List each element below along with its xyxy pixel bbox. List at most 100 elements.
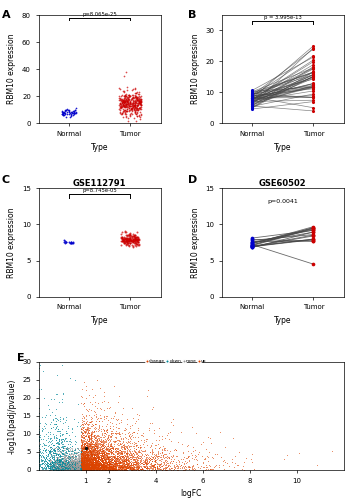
Point bbox=[80, 460, 85, 468]
Point bbox=[90, 456, 95, 464]
Point bbox=[108, 448, 114, 456]
Point bbox=[63, 448, 68, 456]
Point bbox=[88, 460, 93, 468]
Point bbox=[84, 460, 89, 468]
Point bbox=[120, 234, 126, 242]
Point bbox=[75, 466, 81, 473]
Point bbox=[124, 236, 130, 244]
Point bbox=[90, 462, 95, 470]
Point bbox=[78, 460, 84, 468]
Point bbox=[93, 446, 98, 454]
Point bbox=[107, 457, 112, 465]
Point bbox=[66, 463, 72, 471]
Point bbox=[81, 465, 87, 473]
Point bbox=[311, 107, 316, 115]
Point bbox=[121, 458, 127, 466]
Point bbox=[165, 460, 171, 468]
Point bbox=[72, 464, 78, 472]
Point bbox=[133, 110, 139, 118]
Point bbox=[89, 450, 94, 458]
Point bbox=[72, 449, 78, 457]
Point bbox=[81, 448, 87, 456]
Point bbox=[118, 102, 124, 110]
Point bbox=[71, 460, 77, 468]
Point bbox=[118, 450, 124, 458]
Point bbox=[56, 398, 62, 406]
Point bbox=[185, 463, 191, 471]
Point bbox=[97, 456, 102, 464]
Point bbox=[123, 94, 129, 102]
Point bbox=[93, 462, 99, 470]
Point bbox=[50, 455, 55, 463]
Point bbox=[124, 98, 129, 106]
X-axis label: logFC: logFC bbox=[181, 489, 202, 498]
Point bbox=[67, 452, 73, 460]
Point bbox=[104, 453, 110, 461]
Point bbox=[111, 464, 116, 472]
Point bbox=[118, 458, 124, 466]
Point bbox=[61, 460, 66, 468]
Point bbox=[71, 452, 76, 460]
Point bbox=[76, 464, 82, 472]
Point bbox=[63, 238, 69, 246]
Point bbox=[311, 65, 316, 73]
Point bbox=[51, 456, 57, 464]
Point bbox=[74, 462, 80, 470]
Point bbox=[89, 462, 94, 470]
Point bbox=[92, 466, 97, 473]
Point bbox=[45, 462, 50, 470]
Point bbox=[89, 463, 94, 471]
Point bbox=[114, 436, 120, 444]
Point bbox=[87, 446, 93, 454]
Point bbox=[78, 465, 84, 473]
Point bbox=[103, 460, 108, 468]
Point bbox=[124, 238, 130, 246]
Point bbox=[59, 464, 65, 472]
Point bbox=[81, 462, 87, 470]
Point bbox=[83, 462, 88, 469]
Point bbox=[73, 464, 79, 471]
Point bbox=[81, 454, 87, 462]
Point bbox=[107, 424, 113, 432]
Point bbox=[58, 450, 63, 458]
Point bbox=[81, 458, 87, 466]
Point bbox=[69, 452, 74, 460]
Point bbox=[200, 460, 206, 468]
Point bbox=[61, 464, 67, 471]
Point bbox=[50, 463, 56, 471]
Point bbox=[78, 454, 84, 462]
Point bbox=[47, 435, 53, 443]
Point bbox=[250, 242, 255, 250]
Point bbox=[100, 451, 106, 459]
Point bbox=[68, 464, 74, 471]
Point bbox=[86, 454, 92, 462]
Point bbox=[89, 462, 94, 469]
Point bbox=[90, 466, 95, 473]
Point bbox=[117, 454, 122, 462]
Point bbox=[88, 462, 94, 470]
Point bbox=[120, 101, 125, 109]
Point bbox=[137, 106, 143, 114]
Point bbox=[70, 465, 76, 473]
Point bbox=[106, 463, 111, 471]
Point bbox=[93, 436, 98, 444]
Point bbox=[87, 454, 93, 462]
Point bbox=[62, 110, 67, 118]
Point bbox=[101, 455, 107, 463]
Point bbox=[38, 419, 43, 427]
Point bbox=[64, 464, 69, 472]
Point bbox=[60, 458, 66, 466]
Point bbox=[44, 445, 49, 453]
Point bbox=[85, 460, 91, 468]
Point bbox=[122, 104, 127, 112]
Point bbox=[94, 450, 100, 458]
Point bbox=[82, 465, 87, 473]
Point bbox=[250, 90, 255, 98]
Point bbox=[126, 462, 132, 470]
Point bbox=[86, 456, 92, 464]
Point bbox=[134, 445, 139, 453]
Point bbox=[98, 438, 104, 446]
Point bbox=[79, 440, 85, 448]
Point bbox=[61, 442, 67, 450]
Point bbox=[106, 460, 112, 468]
